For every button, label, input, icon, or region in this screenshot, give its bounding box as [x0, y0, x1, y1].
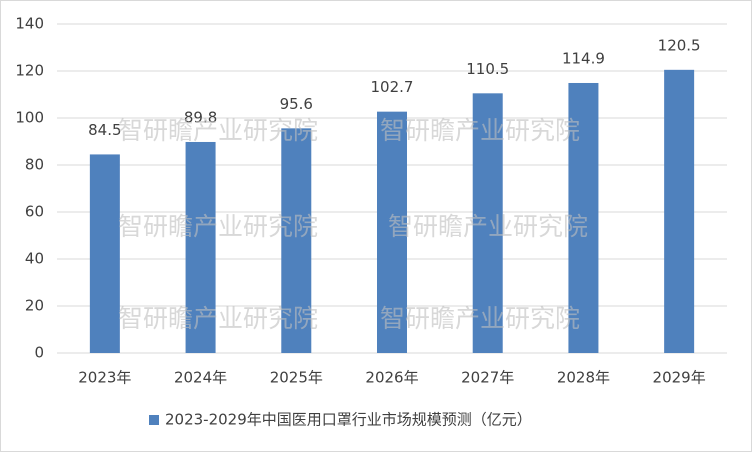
x-tick-label: 2029年	[653, 369, 706, 387]
data-label: 95.6	[280, 95, 313, 113]
watermark: 智研瞻产业研究院	[380, 304, 580, 333]
bar	[89, 154, 120, 353]
x-tick-label: 2023年	[78, 369, 131, 387]
x-tick-label: 2028年	[557, 369, 610, 387]
data-label: 102.7	[371, 78, 414, 96]
y-tick-label: 40	[25, 250, 44, 268]
y-tick-label: 60	[25, 203, 44, 221]
x-tick-label: 2027年	[461, 369, 514, 387]
data-label: 84.5	[88, 121, 121, 139]
x-tick-label: 2024年	[174, 369, 227, 387]
watermark: 智研瞻产业研究院	[118, 212, 318, 241]
y-tick-label: 120	[15, 62, 44, 80]
watermark: 智研瞻产业研究院	[380, 116, 580, 145]
bar	[568, 82, 599, 354]
legend-label: 2023-2029年中国医用口罩行业市场规模预测（亿元）	[165, 411, 532, 429]
data-label: 114.9	[562, 49, 605, 67]
bar	[377, 111, 407, 353]
y-tick-label: 20	[25, 297, 44, 315]
y-tick-label: 0	[34, 344, 44, 362]
watermark: 智研瞻产业研究院	[388, 212, 588, 241]
watermark: 智研瞻产业研究院	[118, 116, 318, 145]
y-tick-label: 80	[25, 156, 44, 174]
y-tick-label: 100	[15, 109, 44, 127]
y-tick-label: 140	[15, 15, 44, 33]
bar	[281, 128, 312, 353]
legend-swatch	[149, 415, 159, 425]
data-label: 89.8	[184, 108, 217, 126]
bar	[185, 141, 216, 353]
x-tick-label: 2026年	[365, 369, 418, 387]
bar	[472, 93, 503, 353]
watermark: 智研瞻产业研究院	[118, 304, 318, 333]
data-label: 120.5	[658, 36, 701, 54]
bar	[664, 69, 695, 353]
data-label: 110.5	[466, 60, 509, 78]
x-tick-label: 2025年	[270, 369, 323, 387]
